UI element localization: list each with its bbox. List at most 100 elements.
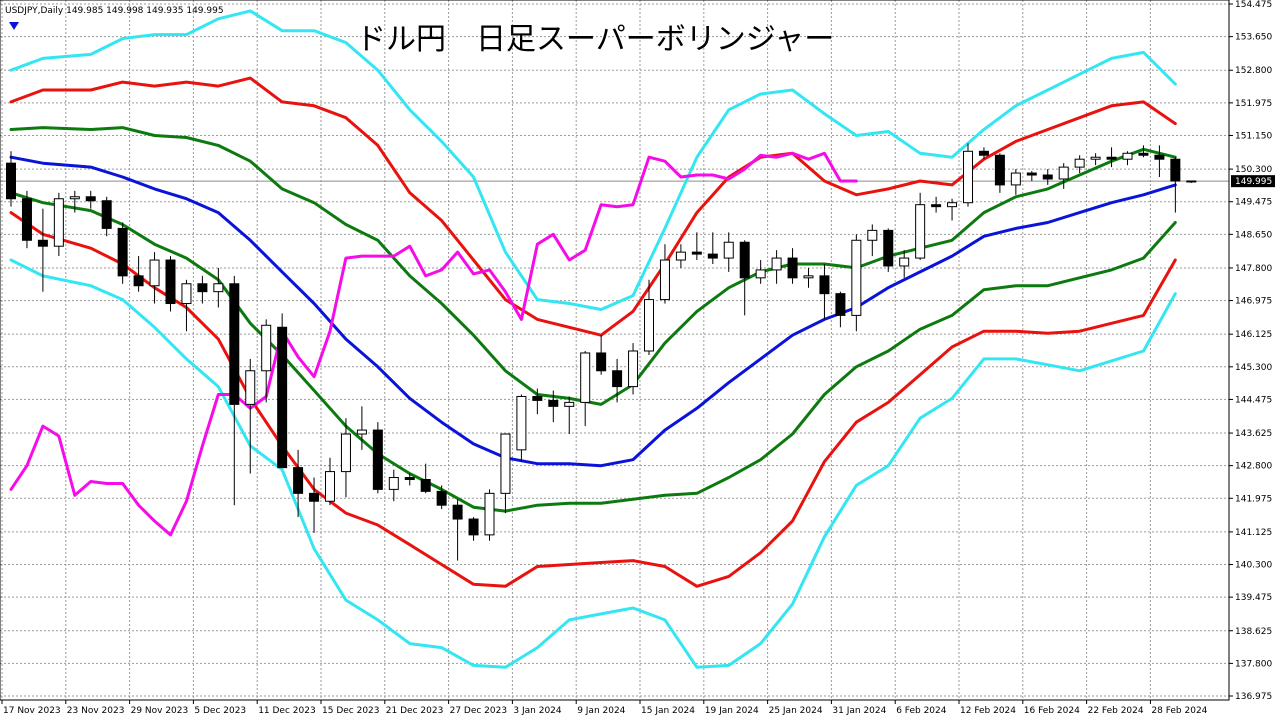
candle-body <box>420 479 431 492</box>
candle-body <box>165 259 176 305</box>
candle-body <box>532 395 543 401</box>
candle-body <box>133 275 144 287</box>
candle-body <box>293 467 304 494</box>
y-tick-label: 149.475 <box>1235 198 1272 208</box>
band-lower-2σ <box>9 211 1177 588</box>
symbol-line: USDJPY,Daily 149.985 149.998 149.935 149… <box>5 6 224 16</box>
candle-body <box>181 283 192 305</box>
candle-body <box>978 150 989 156</box>
candle-body <box>915 204 926 259</box>
candle-body <box>659 259 670 301</box>
candle-body <box>277 326 288 469</box>
x-tick-label: 3 Jan 2024 <box>513 706 561 716</box>
x-tick-label: 15 Dec 2023 <box>322 706 380 716</box>
candle-body <box>1186 180 1197 183</box>
candle-body <box>325 471 335 502</box>
band-lower-1σ <box>9 191 1177 513</box>
candle-body <box>1042 174 1053 180</box>
candle-body <box>596 352 607 372</box>
candle-body <box>37 239 48 247</box>
candle-body <box>309 492 320 502</box>
current-price-label: 149.995 <box>1235 177 1272 187</box>
candle-body <box>1090 156 1101 160</box>
y-tick-label: 150.300 <box>1235 165 1272 175</box>
candle-body <box>388 477 399 490</box>
y-tick-label: 152.800 <box>1235 66 1272 76</box>
candle-body <box>691 251 702 255</box>
candle-body <box>1058 166 1069 180</box>
candle-body <box>1122 152 1133 160</box>
candle-body <box>1010 172 1021 186</box>
candle-body <box>85 196 96 202</box>
candle-body <box>707 253 718 259</box>
x-tick-label: 28 Feb 2024 <box>1151 706 1207 716</box>
x-tick-label: 29 Nov 2023 <box>131 706 189 716</box>
candle-body <box>787 257 798 279</box>
y-tick-label: 139.475 <box>1235 593 1272 603</box>
candle-body <box>899 257 910 267</box>
current-price-box <box>1231 175 1275 188</box>
candle-body <box>229 283 240 405</box>
x-axis: 17 Nov 2023 23 Nov 2023 29 Nov 2023 5 Dec 2… <box>1 700 1208 716</box>
candle-body <box>723 241 734 259</box>
candle-body <box>117 227 128 277</box>
y-tick-label: 143.625 <box>1235 429 1272 439</box>
y-tick-label: 148.650 <box>1235 230 1272 240</box>
candle-body <box>149 259 160 287</box>
candle-body <box>197 283 208 293</box>
x-tick-label: 9 Jan 2024 <box>577 706 625 716</box>
y-tick-label: 146.975 <box>1235 297 1272 307</box>
x-tick-label: 23 Nov 2023 <box>67 706 125 716</box>
grid-lines <box>0 0 1229 700</box>
x-tick-label: 16 Feb 2024 <box>1024 706 1080 716</box>
candle-body <box>947 202 958 208</box>
candle-body <box>261 324 272 372</box>
candle-body <box>340 433 351 473</box>
candle-body <box>21 198 32 241</box>
candle-body <box>101 200 112 229</box>
candle-body <box>803 275 814 279</box>
candle-body <box>69 196 80 200</box>
candle-body <box>628 350 639 388</box>
candle-body <box>1074 158 1085 168</box>
candle-body <box>1106 156 1117 160</box>
x-tick-label: 31 Jan 2024 <box>832 706 886 716</box>
candle-body <box>883 229 894 267</box>
candle-body <box>1026 172 1037 176</box>
candle-body <box>931 204 942 208</box>
candle-body <box>452 504 463 520</box>
y-tick-label: 151.975 <box>1235 99 1272 109</box>
candle-body <box>994 154 1005 186</box>
band-lower-3σ <box>9 258 1177 669</box>
y-tick-label: 142.800 <box>1235 462 1272 472</box>
candle-body <box>835 293 846 316</box>
candle-body <box>468 518 479 536</box>
candle-body <box>867 229 878 241</box>
x-tick-label: 25 Jan 2024 <box>769 706 823 716</box>
candlesticks <box>6 143 1197 561</box>
chart-title: ドル円 日足スーパーボリンジャー <box>356 22 834 57</box>
x-tick-label: 6 Feb 2024 <box>896 706 947 716</box>
band-upper+3σ <box>9 9 1177 311</box>
x-tick-label: 27 Dec 2023 <box>450 706 508 716</box>
candle-body <box>644 299 654 352</box>
y-tick-label: 138.625 <box>1235 627 1272 637</box>
candle-body <box>755 269 766 279</box>
y-tick-label: 153.650 <box>1235 33 1272 43</box>
candle-body <box>372 429 383 490</box>
arrow-down-icon <box>9 22 19 30</box>
candle-body <box>1138 152 1149 156</box>
candle-body <box>675 251 686 261</box>
candle-body <box>6 162 16 200</box>
y-tick-label: 145.300 <box>1235 363 1272 373</box>
band-upper+1σ <box>9 126 1177 406</box>
x-tick-label: 12 Feb 2024 <box>960 706 1016 716</box>
candle-body <box>436 490 447 506</box>
x-tick-label: 11 Dec 2023 <box>258 706 316 716</box>
y-tick-label: 136.975 <box>1235 692 1272 702</box>
candle-body <box>771 257 782 271</box>
candle-body <box>356 429 367 435</box>
candle-body <box>53 198 64 247</box>
y-tick-label: 146.125 <box>1235 330 1272 340</box>
candle-body <box>484 492 495 536</box>
